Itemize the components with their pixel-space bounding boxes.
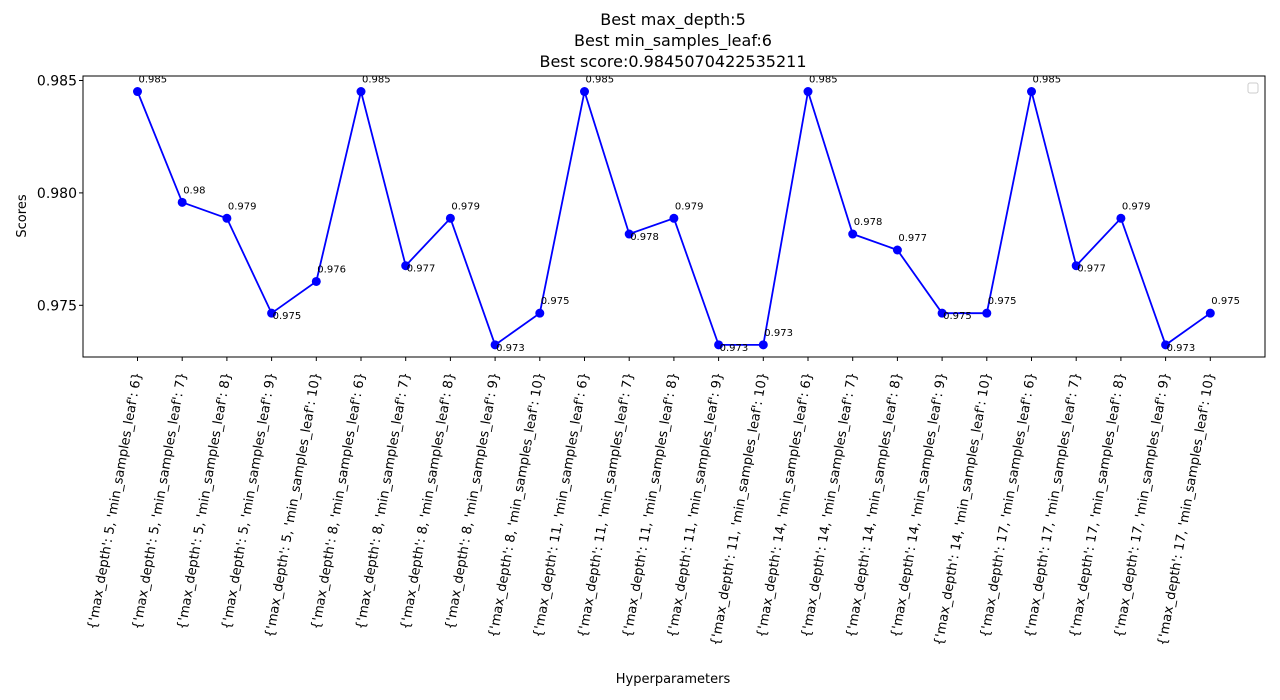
data-point — [1027, 87, 1036, 97]
data-point — [1205, 308, 1215, 318]
y-tick-label: 0.980 — [37, 186, 77, 202]
data-label: 0.979 — [1122, 201, 1151, 212]
data-point — [758, 340, 768, 350]
data-point — [356, 87, 366, 97]
data-label: 0.973 — [1167, 343, 1196, 354]
data-point — [982, 308, 992, 318]
data-label: 0.978 — [854, 217, 883, 228]
x-axis: {'max_depth': 5, 'min_samples_leaf': 6}{… — [85, 357, 1218, 647]
data-label: 0.975 — [541, 296, 570, 307]
y-axis-label: Scores — [15, 194, 30, 237]
data-point — [267, 308, 277, 318]
data-point — [177, 197, 187, 207]
data-point — [1161, 340, 1171, 350]
data-point — [445, 213, 455, 223]
data-point — [803, 87, 813, 97]
data-label: 0.978 — [630, 232, 659, 243]
data-label: 0.985 — [1033, 75, 1062, 86]
chart-title-line-1: Best max_depth:5 — [600, 10, 746, 30]
data-label: 0.975 — [988, 296, 1017, 307]
y-tick-label: 0.975 — [37, 298, 77, 314]
data-point — [535, 308, 545, 318]
data-label: 0.973 — [496, 343, 525, 354]
data-point — [624, 229, 634, 239]
chart-title: Best max_depth:5 Best min_samples_leaf:6… — [539, 10, 806, 71]
data-label: 0.979 — [675, 201, 704, 212]
data-point — [848, 229, 858, 239]
data-label: 0.975 — [1211, 296, 1240, 307]
data-label: 0.985 — [586, 75, 615, 86]
data-point — [490, 340, 500, 350]
data-point — [937, 308, 947, 318]
data-point — [133, 87, 142, 97]
data-point — [401, 261, 411, 271]
data-label: 0.977 — [407, 264, 436, 275]
data-label: 0.979 — [228, 201, 257, 212]
data-point — [580, 87, 589, 97]
data-point — [1071, 261, 1081, 271]
data-label: 0.985 — [139, 75, 168, 86]
data-labels: 0.985 0.98 0.979 0.975 0.976 0.985 0.977 0.979 0… — [139, 75, 1240, 354]
series-scores — [133, 87, 1215, 350]
data-point — [222, 213, 232, 223]
x-axis-label: Hyperparameters — [616, 672, 731, 687]
data-label: 0.975 — [943, 311, 972, 322]
chart-title-line-3: Best score:0.9845070422535211 — [539, 52, 806, 71]
data-label: 0.979 — [451, 201, 480, 212]
data-label: 0.977 — [1077, 264, 1106, 275]
chart-title-line-2: Best min_samples_leaf:6 — [574, 31, 772, 51]
data-point — [1116, 213, 1126, 223]
data-point — [714, 340, 724, 350]
data-label: 0.977 — [898, 233, 927, 244]
y-axis: 0.975 0.980 0.985 — [37, 73, 83, 314]
data-label: 0.985 — [809, 75, 838, 86]
data-point — [892, 245, 902, 255]
data-label: 0.976 — [317, 264, 346, 275]
y-tick-label: 0.985 — [37, 73, 77, 89]
legend-box — [1247, 82, 1259, 94]
data-point — [311, 276, 321, 286]
data-label: 0.98 — [183, 185, 205, 196]
data-label: 0.973 — [720, 343, 749, 354]
data-label: 0.973 — [764, 328, 793, 339]
data-point — [669, 213, 679, 223]
data-label: 0.975 — [273, 311, 302, 322]
data-label: 0.985 — [362, 75, 391, 86]
